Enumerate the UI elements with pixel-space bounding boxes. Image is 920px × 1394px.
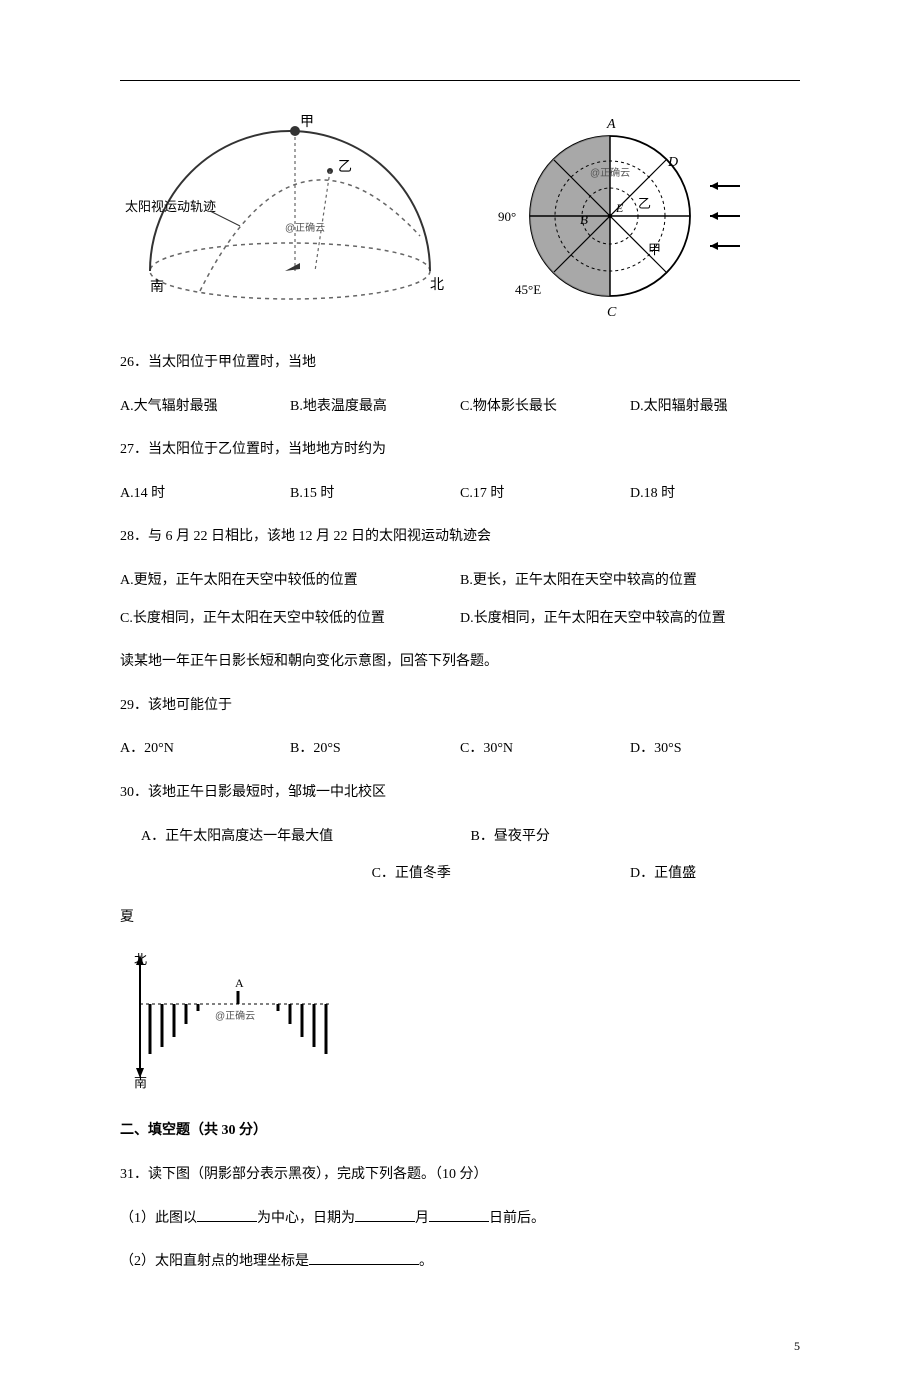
q26-C: C.物体影长最长 [460, 390, 630, 424]
q30-A: A．正午太阳高度达一年最大值 [141, 820, 471, 854]
q28-options-ab: A.更短，正午太阳在天空中较低的位置 B.更长，正午太阳在天空中较高的位置 [120, 564, 800, 598]
q28-A: A.更短，正午太阳在天空中较低的位置 [120, 564, 460, 598]
watermark: @正确云 [285, 221, 325, 234]
label-south: 南 [150, 279, 164, 295]
q29-B: B．20°S [290, 732, 460, 766]
q31-2: （2）太阳直射点的地理坐标是 。 [120, 1245, 800, 1279]
q26-options: A.大气辐射最强 B.地表温度最高 C.物体影长最长 D.太阳辐射最强 [120, 390, 800, 424]
q29-options: A．20°N B．20°S C．30°N D．30°S [120, 732, 800, 766]
q28-C: C.长度相同，正午太阳在天空中较低的位置 [120, 602, 460, 636]
sun-path-svg: 甲 乙 太阳视运动轨迹 南 北 @正确云 [120, 111, 450, 311]
q27-A: A.14 时 [120, 477, 290, 511]
q31-2-a: （2）太阳直射点的地理坐标是 [120, 1254, 309, 1269]
q28-D: D.长度相同，正午太阳在天空中较高的位置 [460, 602, 800, 636]
intro-29: 读某地一年正午日影长短和朝向变化示意图，回答下列各题。 [120, 645, 800, 679]
fig3-watermark: @正确云 [215, 1009, 255, 1022]
blank-center [197, 1207, 257, 1222]
figures-row: 甲 乙 太阳视运动轨迹 南 北 @正确云 [120, 111, 800, 326]
blank-coord [309, 1250, 419, 1265]
label-trajectory: 太阳视运动轨迹 [125, 199, 216, 214]
figure-polar-globe: A B C D E 甲 乙 90° 45°E @正确云 [490, 111, 750, 326]
fig3-A: A [235, 976, 244, 990]
q31-1-d: 日前后。 [489, 1211, 545, 1226]
fig3-north: 北 [134, 952, 147, 967]
label-yi: 乙 [338, 159, 352, 175]
q28-options-cd: C.长度相同，正午太阳在天空中较低的位置 D.长度相同，正午太阳在天空中较高的位… [120, 602, 800, 636]
label-north: 北 [430, 277, 444, 293]
q26-stem: 26．当太阳位于甲位置时，当地 [120, 346, 800, 380]
label-C: C [607, 305, 617, 320]
figure-sun-path: 甲 乙 太阳视运动轨迹 南 北 @正确云 [120, 111, 450, 316]
polar-globe-svg: A B C D E 甲 乙 90° 45°E @正确云 [490, 111, 750, 321]
q31-1-a: （1）此图以 [120, 1211, 197, 1226]
q27-stem: 27．当太阳位于乙位置时，当地地方时约为 [120, 433, 800, 467]
label-D: D [667, 155, 678, 170]
q26-A: A.大气辐射最强 [120, 390, 290, 424]
q30-options-ab: A．正午太阳高度达一年最大值 B．昼夜平分 [120, 820, 800, 854]
q27-C: C.17 时 [460, 477, 630, 511]
q28-B: B.更长，正午太阳在天空中较高的位置 [460, 564, 800, 598]
figure-shadow-chart: 北 南 A @正确云 [120, 949, 800, 1094]
label-90: 90° [498, 209, 516, 224]
q30-D-cont: 夏 [120, 901, 800, 935]
q30-D: D．正值盛 [630, 857, 800, 891]
q27-B: B.15 时 [290, 477, 460, 511]
q31-1-c: 月 [415, 1211, 429, 1226]
exam-page: 甲 乙 太阳视运动轨迹 南 北 @正确云 [0, 0, 920, 1394]
blank-month [355, 1207, 415, 1222]
label-45: 45°E [515, 282, 541, 297]
q26-B: B.地表温度最高 [290, 390, 460, 424]
blank-day [429, 1207, 489, 1222]
label-yi-globe: 乙 [638, 196, 651, 211]
q30-C: C．正值冬季 [372, 857, 630, 891]
q29-stem: 29．该地可能位于 [120, 689, 800, 723]
q30-stem: 30．该地正午日影最短时，邹城一中北校区 [120, 776, 800, 810]
q29-C: C．30°N [460, 732, 630, 766]
label-A: A [606, 117, 616, 132]
q31-stem: 31．读下图（阴影部分表示黑夜），完成下列各题。（10 分） [120, 1158, 800, 1192]
fig3-south: 南 [134, 1075, 147, 1089]
q31-1-b: 为中心，日期为 [257, 1211, 355, 1226]
label-jia-globe: 甲 [648, 242, 661, 257]
q29-A: A．20°N [120, 732, 290, 766]
q28-stem: 28．与 6 月 22 日相比，该地 12 月 22 日的太阳视运动轨迹会 [120, 520, 800, 554]
label-E: E [615, 201, 624, 215]
q30-B: B．昼夜平分 [471, 820, 801, 854]
q31-2-b: 。 [419, 1254, 433, 1269]
section2-title: 二、填空题（共 30 分） [120, 1114, 800, 1148]
q30-options-cd: C．正值冬季 D．正值盛 [120, 857, 800, 891]
top-divider [120, 80, 800, 81]
q26-D: D.太阳辐射最强 [630, 390, 800, 424]
q31-1: （1）此图以 为中心，日期为 月 日前后。 [120, 1202, 800, 1236]
label-B: B [580, 212, 588, 227]
label-jia: 甲 [300, 115, 314, 130]
shadow-chart-svg: 北 南 A @正确云 [120, 949, 340, 1089]
watermark-globe: @正确云 [590, 166, 630, 179]
page-number: 5 [120, 1339, 800, 1354]
q27-D: D.18 时 [630, 477, 800, 511]
q29-D: D．30°S [630, 732, 800, 766]
q27-options: A.14 时 B.15 时 C.17 时 D.18 时 [120, 477, 800, 511]
